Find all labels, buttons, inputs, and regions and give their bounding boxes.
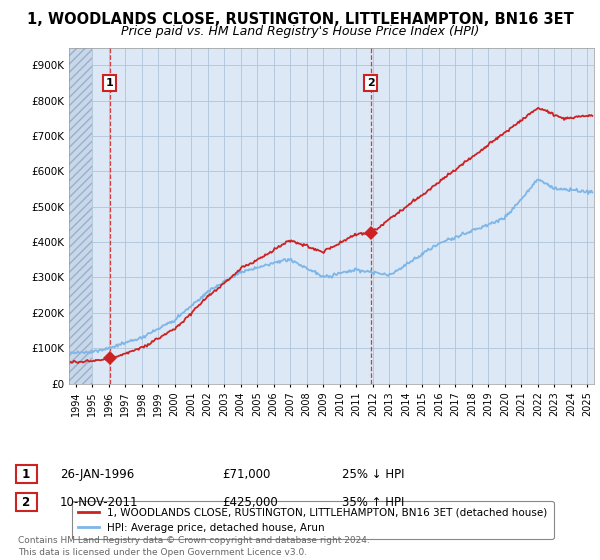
Text: 25% ↓ HPI: 25% ↓ HPI xyxy=(342,468,404,481)
Text: Contains HM Land Registry data © Crown copyright and database right 2024.
This d: Contains HM Land Registry data © Crown c… xyxy=(18,536,370,557)
Text: 35% ↑ HPI: 35% ↑ HPI xyxy=(342,496,404,509)
Text: 1, WOODLANDS CLOSE, RUSTINGTON, LITTLEHAMPTON, BN16 3ET: 1, WOODLANDS CLOSE, RUSTINGTON, LITTLEHA… xyxy=(26,12,574,27)
Bar xyxy=(69,48,92,384)
Text: 2: 2 xyxy=(18,496,34,509)
Text: 1: 1 xyxy=(18,468,34,481)
Text: 1: 1 xyxy=(106,78,113,88)
Text: £425,000: £425,000 xyxy=(222,496,278,509)
Text: 26-JAN-1996: 26-JAN-1996 xyxy=(60,468,134,481)
Text: £71,000: £71,000 xyxy=(222,468,271,481)
Legend: 1, WOODLANDS CLOSE, RUSTINGTON, LITTLEHAMPTON, BN16 3ET (detached house), HPI: A: 1, WOODLANDS CLOSE, RUSTINGTON, LITTLEHA… xyxy=(71,501,554,539)
Text: Price paid vs. HM Land Registry's House Price Index (HPI): Price paid vs. HM Land Registry's House … xyxy=(121,25,479,38)
Text: 2: 2 xyxy=(367,78,374,88)
Text: 10-NOV-2011: 10-NOV-2011 xyxy=(60,496,139,509)
